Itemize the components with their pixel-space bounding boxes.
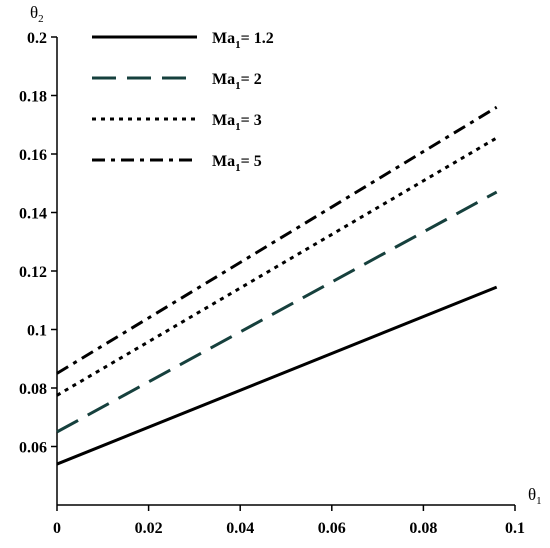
series-line-3 [56, 136, 498, 397]
y-axis-title: θ2 [30, 3, 44, 25]
y-tick-label: 0.1 [27, 323, 47, 340]
legend-label-1: Ma1= 1.2 [212, 30, 274, 51]
y-tick-label: 0.16 [19, 147, 47, 164]
legend-label-3: Ma1= 3 [212, 112, 262, 133]
y-tick-label: 0.14 [19, 206, 47, 223]
ticks: 0 0.02 0.04 0.06 0.08 0.1 0.06 0.08 0.1 0.12 0.14 0… [19, 30, 525, 537]
y-tick-label: 0.08 [19, 381, 47, 398]
x-tick-label: 0 [53, 520, 61, 537]
y-tick-label: 0.06 [19, 440, 47, 457]
x-tick-label: 0.06 [318, 520, 346, 537]
legend-label-2: Ma1= 2 [212, 71, 262, 92]
series-lines [56, 105, 498, 466]
x-tick-label: 0.1 [505, 520, 525, 537]
y-tick-label: 0.18 [19, 89, 47, 106]
legend-label-4: Ma1= 5 [212, 153, 262, 174]
x-axis-title: θ1 [528, 485, 542, 507]
x-tick-label: 0.04 [226, 520, 254, 537]
series-line-4 [56, 105, 498, 375]
y-tick-label: 0.12 [19, 264, 47, 281]
axis-titles: θ2 θ1 [30, 3, 542, 507]
x-tick-label: 0.08 [409, 520, 437, 537]
series-line-2 [56, 190, 498, 434]
x-tick-label: 0.02 [135, 520, 163, 537]
series-line-1 [56, 285, 498, 466]
y-tick-label: 0.2 [27, 30, 47, 47]
legend: Ma1= 1.2 Ma1= 2 Ma1= 3 Ma1= 5 [92, 30, 274, 174]
